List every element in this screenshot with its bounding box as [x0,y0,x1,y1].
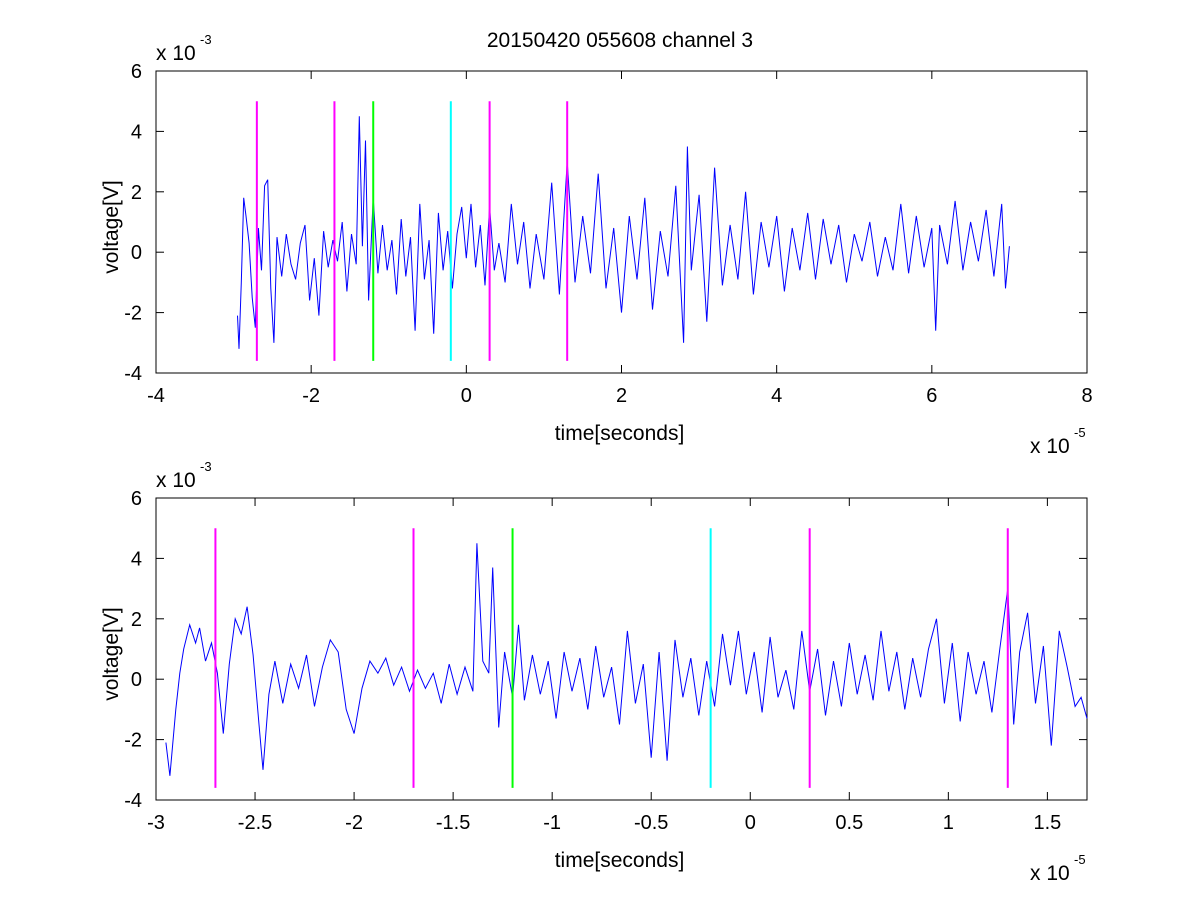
axes-box [155,70,1088,374]
x-tick-label: -1 [543,812,561,834]
x-tick-label: -4 [147,385,165,407]
x-tick-label: 2 [616,385,627,407]
x-tick-label: -3 [147,812,165,834]
y-tick-label: -2 [124,303,142,325]
x-exponent-power: -5 [1074,852,1086,867]
y-tick-label: 2 [131,609,142,631]
x-tick-label: 6 [926,385,937,407]
x-tick-label: 1.5 [1033,812,1061,834]
x-tick-label: -0.5 [634,812,668,834]
y-tick-label: 6 [131,488,142,510]
figure-title: 20150420 055608 channel 3 [487,29,753,52]
y-tick-label: 6 [131,61,142,83]
y-exponent-label: x 10 [156,42,196,65]
y-tick-label: 4 [131,548,142,570]
x-tick-label: -1.5 [436,812,470,834]
x-exponent-power: -5 [1074,425,1086,440]
x-exponent-label: x 10 [1030,862,1070,885]
x-tick-label: 4 [771,385,782,407]
x-tick-label: 0 [461,385,472,407]
x-tick-label: -2 [302,385,320,407]
plot-bottom: -3 -2.5 -2 -1.5 -1 -0.5 0 0.5 1 1.5 -4 -2 0 2 4 6 time[s… [100,459,1088,885]
plot-top: -4 -2 0 2 4 6 8 -4 -2 0 2 4 6 time[seconds] voltage[V]… [100,32,1093,458]
x-tick-label: -2.5 [238,812,272,834]
x-tick-label: 1 [943,812,954,834]
y-tick-label: 0 [131,242,142,264]
y-tick-label: 0 [131,669,142,691]
y-tick-label: -4 [124,790,142,812]
y-exponent-power: -3 [200,459,212,474]
y-axis-label: voltage[V] [100,607,123,700]
x-tick-label: -2 [345,812,363,834]
x-tick-label: 0 [745,812,756,834]
x-tick-label: 0.5 [835,812,863,834]
y-tick-label: -2 [124,730,142,752]
x-exponent-label: x 10 [1030,435,1070,458]
y-tick-label: 4 [131,121,142,143]
y-exponent-label: x 10 [156,469,196,492]
y-tick-label: -4 [124,363,142,385]
x-axis-label: time[seconds] [555,849,685,872]
y-axis-label: voltage[V] [100,180,123,273]
axes-box [155,497,1088,801]
x-axis-label: time[seconds] [555,422,685,445]
signal-line [237,116,1010,349]
y-exponent-power: -3 [200,32,212,47]
y-tick-label: 2 [131,182,142,204]
x-tick-label: 8 [1081,385,1092,407]
signal-line [165,543,1088,776]
